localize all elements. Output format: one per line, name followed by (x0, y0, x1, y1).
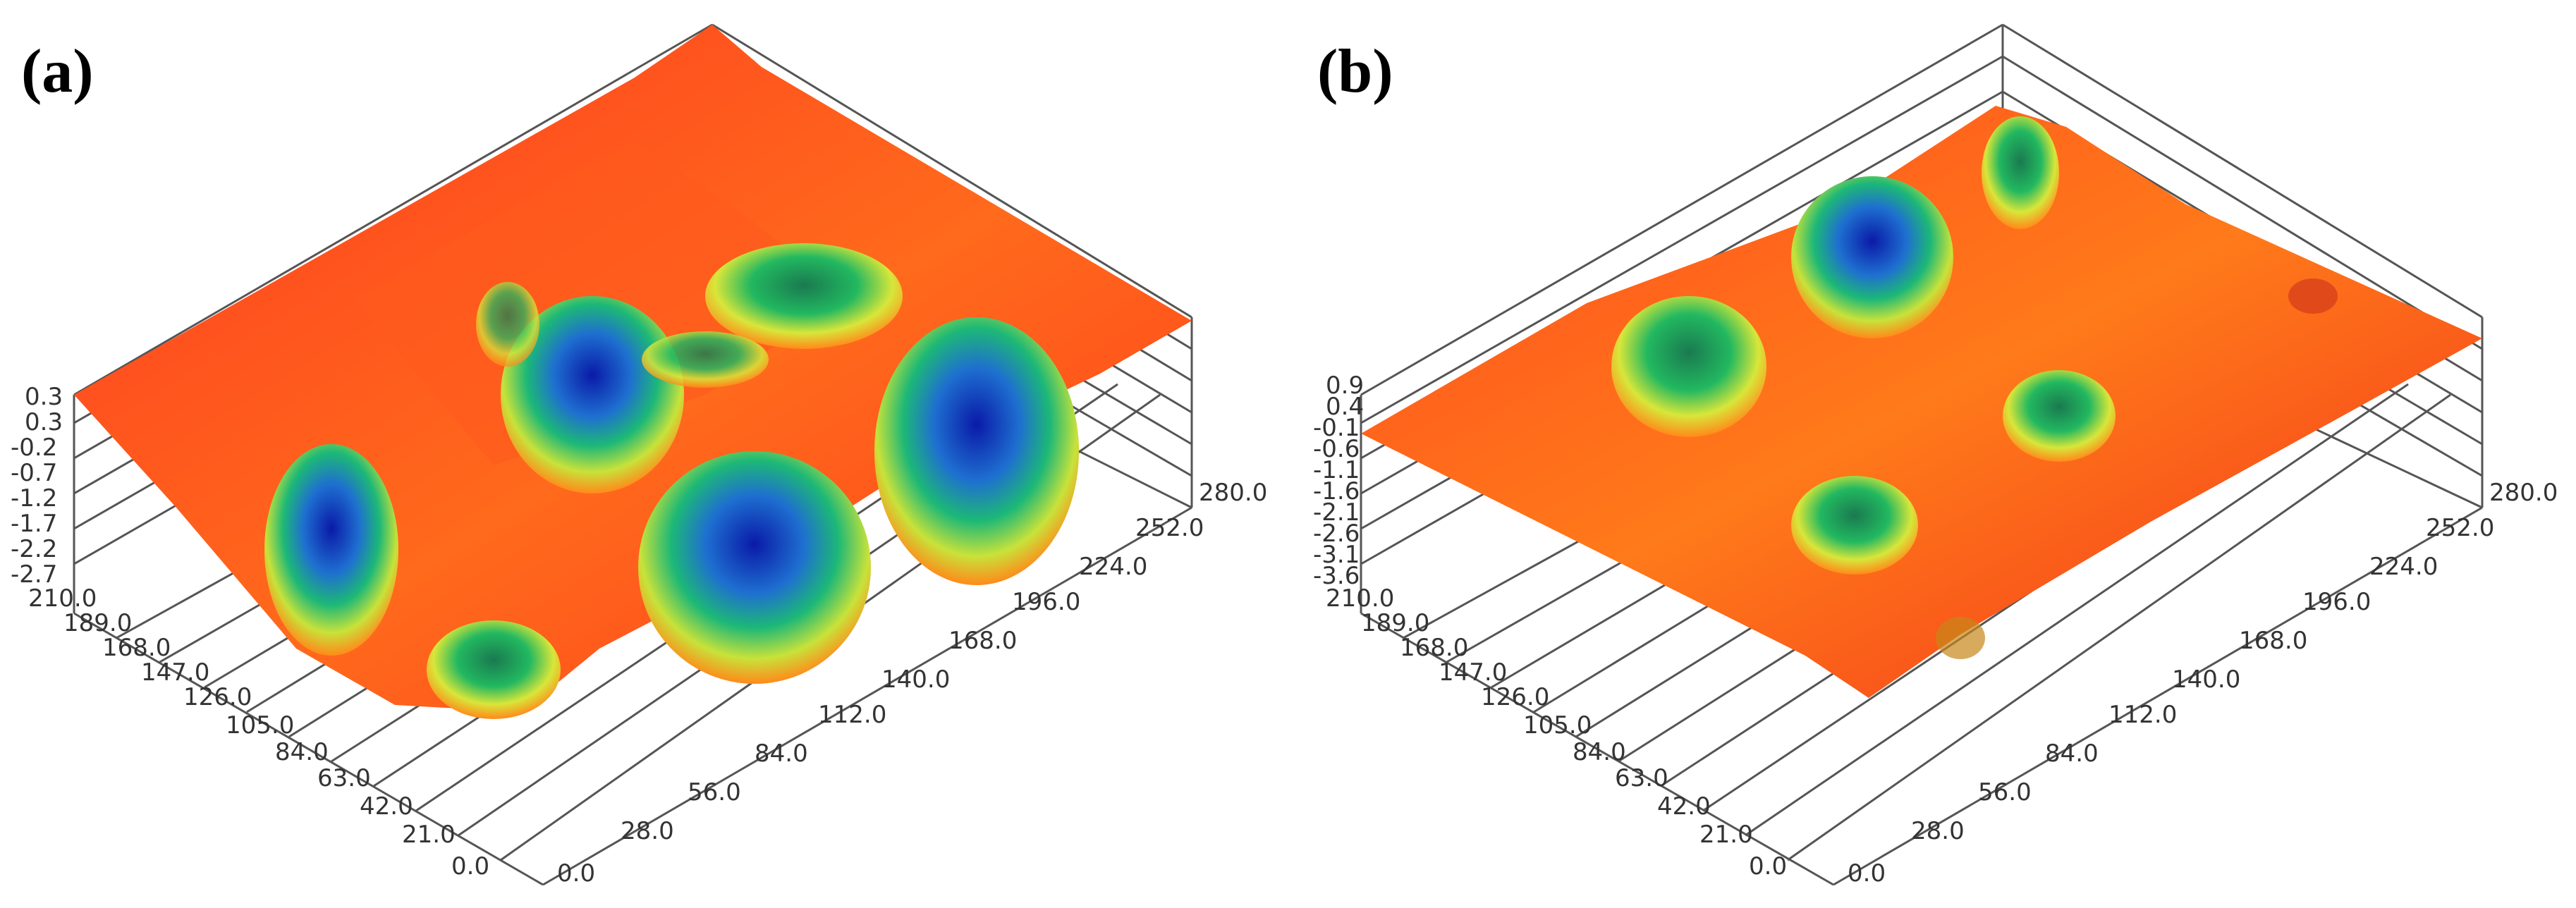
x-tick: 140.0 (881, 665, 950, 694)
x-tick: 84.0 (755, 740, 808, 768)
x-tick: 252.0 (2426, 514, 2494, 542)
z-tick: 0.9 (1326, 372, 1364, 400)
z-tick: -1.6 (1313, 477, 1360, 505)
y-tick: 147.0 (141, 658, 209, 687)
panel-a: (a) (11, 23, 1267, 888)
y-tick: 0.0 (1749, 852, 1787, 881)
x-tick: 224.0 (2369, 553, 2438, 581)
x-tick: 56.0 (688, 778, 741, 806)
x-tick: 28.0 (621, 817, 674, 845)
x-tick: 196.0 (1012, 588, 1080, 616)
z-axis-ticks-b: 0.9 0.4 -0.1 -0.6 -1.1 -1.6 -2.1 -2.6 -3… (1313, 372, 1364, 590)
z-tick: -2.7 (11, 560, 57, 589)
y-tick: 21.0 (1699, 821, 1753, 849)
y-tick: 168.0 (1400, 634, 1468, 662)
x-axis-ticks-a: 0.0 28.0 56.0 84.0 112.0 140.0 168.0 196… (557, 479, 1267, 888)
z-tick: -0.1 (1313, 414, 1360, 442)
x-tick: 0.0 (557, 859, 595, 888)
z-tick: -1.2 (11, 484, 57, 513)
z-tick: -2.1 (1313, 498, 1360, 527)
panel-label-b: (b) (1317, 37, 1393, 106)
z-axis-ticks-a: 0.3 0.3 -0.2 -0.7 -1.2 -1.7 -2.2 -2.7 (11, 383, 63, 589)
y-axis-ticks-a: 210.0 189.0 168.0 147.0 126.0 105.0 84.0… (28, 584, 489, 881)
y-tick: 189.0 (63, 609, 132, 637)
z-tick: 0.3 (25, 408, 63, 436)
y-tick: 84.0 (1573, 738, 1626, 766)
x-tick: 168.0 (2239, 627, 2307, 655)
x-tick: 168.0 (948, 627, 1017, 655)
y-tick: 210.0 (28, 584, 97, 613)
x-tick: 28.0 (1911, 817, 1965, 845)
y-tick: 210.0 (1326, 584, 1394, 613)
z-tick: -2.6 (1313, 520, 1360, 548)
y-tick: 84.0 (275, 738, 329, 766)
x-tick: 224.0 (1079, 553, 1147, 581)
x-tick: 252.0 (1135, 514, 1204, 542)
panel-label-a: (a) (21, 37, 94, 106)
y-tick: 21.0 (402, 821, 456, 849)
z-tick: -3.1 (1313, 541, 1360, 569)
panel-b: (b) (1313, 23, 2558, 888)
z-tick: -0.7 (11, 459, 57, 487)
z-tick: -1.1 (1313, 456, 1360, 484)
surface-a (74, 25, 1192, 719)
z-tick: -0.2 (11, 434, 57, 462)
x-tick: 84.0 (2045, 740, 2099, 768)
surface-b (1361, 106, 2482, 698)
y-tick: 0.0 (451, 852, 489, 881)
y-tick: 63.0 (317, 764, 371, 792)
x-tick: 112.0 (2108, 701, 2177, 729)
y-tick: 168.0 (102, 634, 171, 662)
y-axis-ticks-b: 210.0 189.0 168.0 147.0 126.0 105.0 84.0… (1326, 584, 1787, 881)
y-tick: 126.0 (1481, 683, 1549, 711)
x-tick: 280.0 (1199, 479, 1267, 507)
y-tick: 147.0 (1439, 658, 1507, 687)
y-tick: 105.0 (1523, 711, 1592, 740)
z-tick: -0.6 (1313, 435, 1360, 463)
z-tick: 0.3 (25, 383, 63, 411)
y-tick: 42.0 (1657, 792, 1711, 821)
y-tick: 105.0 (226, 711, 294, 740)
y-tick: 63.0 (1615, 764, 1668, 792)
y-tick: 126.0 (183, 683, 252, 711)
x-tick: 140.0 (2172, 665, 2240, 694)
z-tick: -3.6 (1313, 562, 1360, 590)
x-axis-ticks-b: 0.0 28.0 56.0 84.0 112.0 140.0 168.0 196… (1848, 479, 2558, 888)
x-tick: 56.0 (1978, 778, 2032, 806)
y-tick: 189.0 (1361, 609, 1429, 637)
z-tick: -2.2 (11, 535, 57, 563)
z-tick: 0.4 (1326, 393, 1364, 421)
z-tick: -1.7 (11, 510, 57, 538)
y-tick: 42.0 (360, 792, 413, 821)
x-tick: 0.0 (1848, 859, 1886, 888)
x-tick: 112.0 (818, 701, 886, 729)
x-tick: 196.0 (2302, 588, 2371, 616)
x-tick: 280.0 (2489, 479, 2558, 507)
